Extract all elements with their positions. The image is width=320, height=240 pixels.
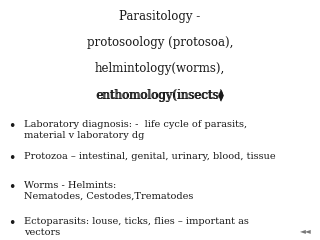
Text: ◄◄: ◄◄: [300, 226, 312, 235]
Text: Protozoa – intestinal, genital, urinary, blood, tissue: Protozoa – intestinal, genital, urinary,…: [24, 152, 276, 162]
Text: •: •: [8, 181, 15, 194]
Text: Worms - Helmints:
Nematodes, Cestodes,Trematodes: Worms - Helmints: Nematodes, Cestodes,Tr…: [24, 181, 193, 201]
Text: Parasitology -: Parasitology -: [119, 10, 201, 23]
Text: Laboratory diagnosis: -  life cycle of parasits,
material v laboratory dg: Laboratory diagnosis: - life cycle of pa…: [24, 120, 247, 140]
Text: enthomology(insects⧫: enthomology(insects⧫: [96, 89, 224, 102]
Text: Ectoparasits: louse, ticks, flies – important as
vectors: Ectoparasits: louse, ticks, flies – impo…: [24, 217, 249, 237]
Text: enthomology(insects): enthomology(insects): [96, 89, 224, 102]
Text: protosoology (protosoa),: protosoology (protosoa),: [87, 36, 233, 49]
Text: helmintology(worms),: helmintology(worms),: [95, 62, 225, 75]
Text: •: •: [8, 120, 15, 133]
Text: •: •: [8, 217, 15, 230]
Text: •: •: [8, 152, 15, 165]
